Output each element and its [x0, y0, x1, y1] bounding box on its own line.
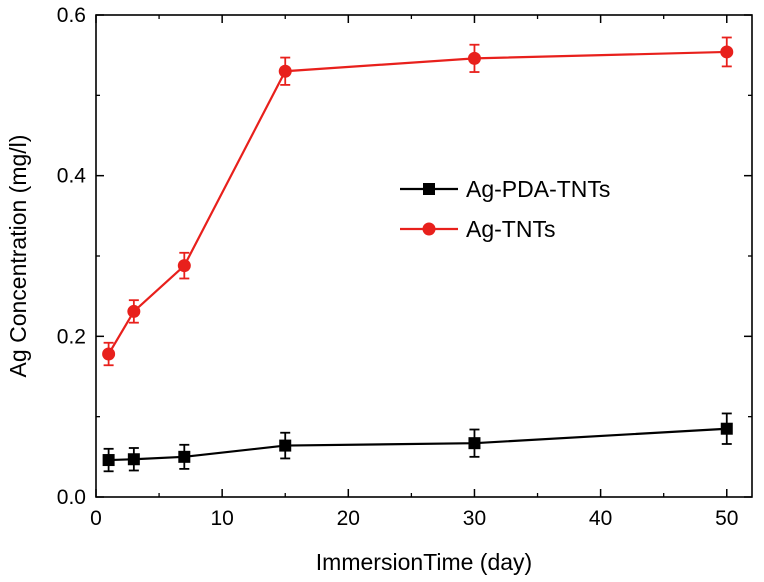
data-point-square [468, 437, 481, 450]
x-tick-label: 10 [210, 507, 233, 530]
y-tick-label: 0.0 [57, 486, 86, 509]
x-tick-label: 0 [90, 507, 102, 530]
series-ag-pda-tnts [102, 412, 733, 473]
data-point-circle [278, 64, 292, 78]
y-tick-label: 0.4 [57, 165, 87, 188]
data-point-square [279, 439, 292, 452]
legend-label-ag-pda-tnts: Ag-PDA-TNTs [466, 176, 610, 202]
data-point-square [102, 454, 115, 467]
data-point-square [127, 453, 140, 466]
data-point-square [720, 422, 733, 435]
series-line-ag-tnts [107, 50, 727, 355]
x-tick-label: 30 [463, 507, 486, 530]
series-layer [102, 36, 734, 473]
data-point-circle [467, 51, 481, 65]
x-axis-title: ImmersionTime (day) [316, 549, 532, 575]
legend-marker-circle [422, 222, 436, 236]
data-point-circle [127, 304, 141, 318]
data-point-circle [102, 347, 116, 361]
legend-label-ag-tnts: Ag-TNTs [466, 216, 555, 242]
y-axis-title: Ag Concentration (mg/l) [5, 135, 31, 378]
y-tick-label: 0.2 [57, 325, 86, 348]
legend-item-ag-pda-tnts: Ag-PDA-TNTs [400, 176, 610, 202]
legend: Ag-PDA-TNTs Ag-TNTs [400, 176, 610, 242]
series-line-ag-pda-tnts [108, 427, 727, 462]
data-point-square [178, 450, 191, 463]
x-tick-label: 50 [715, 507, 738, 530]
plot-area: 0 10 20 30 40 50 0.0 0.2 0.4 0.6 [57, 4, 753, 530]
y-axis-ticks: 0.0 0.2 0.4 0.6 [57, 4, 752, 509]
series-ag-tnts [102, 36, 734, 367]
y-tick-label: 0.6 [57, 4, 86, 27]
x-tick-label: 20 [337, 507, 360, 530]
data-point-circle [720, 45, 734, 59]
plot-frame [95, 14, 753, 498]
legend-marker-square [423, 183, 435, 195]
legend-item-ag-tnts: Ag-TNTs [400, 216, 555, 242]
data-point-circle [177, 259, 191, 273]
x-tick-label: 40 [589, 507, 612, 530]
x-axis-ticks: 0 10 20 30 40 50 [90, 15, 738, 530]
